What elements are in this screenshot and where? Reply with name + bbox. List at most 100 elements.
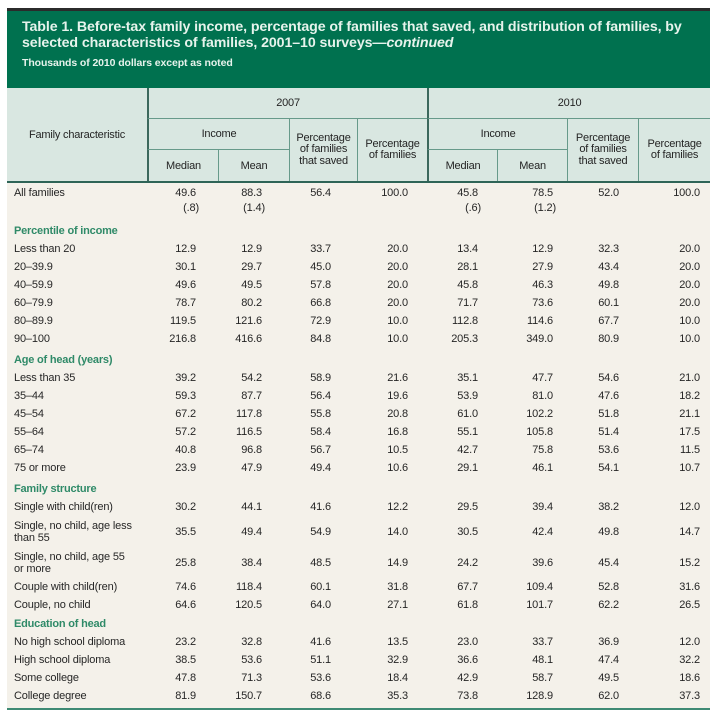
cell-value: 35.5	[175, 525, 196, 538]
cell-value: 46.3	[532, 279, 553, 291]
row-label: High school diploma	[14, 654, 111, 666]
cell-value: 39.6	[532, 556, 553, 569]
cell-value: 45.4	[598, 556, 619, 569]
row-label: 20–39.9	[14, 261, 53, 273]
cell-value: 38.5	[175, 654, 196, 666]
cell-value: 42.9	[457, 672, 478, 684]
cell-value: 20.0	[387, 243, 408, 255]
cell-value: 52.0	[598, 186, 619, 199]
cell-value: 27.9	[532, 261, 553, 273]
row-label: 75 or more	[14, 462, 66, 474]
cell-value: 35.3	[387, 690, 408, 702]
header-median-2010: Median	[427, 150, 497, 181]
section-label: Family structure	[14, 483, 97, 495]
cell-value: 32.8	[241, 636, 262, 648]
section-row: Age of head (years)	[7, 348, 710, 369]
header-mean-2007: Mean	[218, 150, 289, 181]
cell-value	[567, 202, 638, 219]
cell-value: 42.7	[457, 444, 478, 456]
cell-value: 49.5	[598, 672, 619, 684]
cell-value: 23.2	[175, 636, 196, 648]
row-label: 55–64	[14, 426, 44, 438]
cell-value: 12.0	[679, 501, 700, 513]
table-row: 80–89.9 119.5 121.6 72.9 10.0 112.8 114.6 67.7 1…	[7, 312, 710, 330]
cell-value: 205.3	[451, 333, 478, 345]
table-row: 45–54 67.2 117.8 55.8 20.8 61.0 102.2 51.8 21.1	[7, 405, 710, 423]
table-row: Less than 20 12.9 12.9 33.7 20.0 13.4 12.9 32.3…	[7, 240, 710, 258]
cell-value: 38.4	[241, 556, 262, 569]
row-label: 80–89.9	[14, 315, 53, 327]
table-row: 40–59.9 49.6 49.5 57.8 20.0 45.8 46.3 49.8 20.0	[7, 276, 710, 294]
cell-value: 28.1	[457, 261, 478, 273]
cell-value: 32.2	[679, 654, 700, 666]
row-label: Single, no child, age less than 55	[14, 519, 132, 544]
cell-value: 87.7	[241, 390, 262, 402]
cell-value: 53.9	[457, 390, 478, 402]
cell-value: 32.9	[387, 654, 408, 666]
table-row: Less than 35 39.2 54.2 58.9 21.6 35.1 47.7 54.6…	[7, 369, 710, 387]
cell-value: 84.8	[310, 333, 331, 345]
header-pct-saved-2007: Percentage of families that saved	[289, 119, 357, 181]
cell-value: 54.6	[598, 372, 619, 384]
cell-value: 24.2	[457, 556, 478, 569]
cell-value: 416.6	[235, 333, 262, 345]
cell-value: 53.6	[598, 444, 619, 456]
cell-value: 23.0	[457, 636, 478, 648]
cell-value: 150.7	[235, 690, 262, 702]
cell-value: 36.9	[598, 636, 619, 648]
table-row: 55–64 57.2 116.5 58.4 16.8 55.1 105.8 51.4 17.5	[7, 423, 710, 441]
header-year-2007: 2007	[147, 88, 428, 119]
cell-value: 51.8	[598, 408, 619, 420]
row-label: Less than 20	[14, 243, 76, 255]
table-row: 90–100 216.8 416.6 84.8 10.0 205.3 349.0 80.9 10…	[7, 330, 710, 348]
cell-value: 61.0	[457, 408, 478, 420]
table-row: Couple with child(ren) 74.6 118.4 60.1 31.8 6…	[7, 578, 710, 596]
cell-value: 66.8	[310, 297, 331, 309]
cell-value: 38.2	[598, 501, 619, 513]
cell-value: 39.4	[532, 501, 553, 513]
cell-value: 47.7	[532, 372, 553, 384]
table-row: Single with child(ren) 30.2 44.1 41.6 12.2 29…	[7, 498, 710, 516]
table-title-line2: selected characteristics of families, 20…	[22, 35, 454, 51]
cell-value: 10.0	[679, 333, 700, 345]
cell-value: 96.8	[241, 444, 262, 456]
cell-value: 12.9	[241, 243, 262, 255]
continued-label: continued	[386, 35, 454, 51]
cell-value: 43.4	[598, 261, 619, 273]
section-label: Education of head	[14, 618, 106, 630]
cell-value: 18.6	[679, 672, 700, 684]
cell-value: 68.6	[310, 690, 331, 702]
row-label: 40–59.9	[14, 279, 53, 291]
cell-value: 78.5	[532, 186, 553, 199]
cell-value: 121.6	[235, 315, 262, 327]
statistical-table: Table 1. Before-tax family income, perce…	[7, 8, 711, 710]
cell-value: 62.0	[598, 690, 619, 702]
cell-value: 49.4	[310, 462, 331, 474]
cell-value: 52.8	[598, 581, 619, 593]
header-income-2010: Income	[427, 119, 568, 150]
cell-value: (1.4)	[243, 202, 265, 214]
row-label: 65–74	[14, 444, 44, 456]
cell-value: 54.9	[310, 525, 331, 538]
cell-value: 42.4	[532, 525, 553, 538]
cell-value: 55.1	[457, 426, 478, 438]
cell-value: 71.7	[457, 297, 478, 309]
cell-value: 120.5	[235, 599, 262, 611]
cell-value: 11.5	[680, 444, 700, 456]
cell-value: 349.0	[526, 333, 553, 345]
cell-value: 20.0	[679, 279, 700, 291]
cell-value: 14.9	[387, 556, 408, 569]
cell-value: 53.6	[310, 672, 331, 684]
section-row: Percentile of income	[7, 219, 710, 240]
table-row: 60–79.9 78.7 80.2 66.8 20.0 71.7 73.6 60.1 20.0	[7, 294, 710, 312]
section-row: Family structure	[7, 477, 710, 498]
table-row: (.8) (1.4) (.6) (1.2)	[7, 202, 710, 219]
cell-value: 21.0	[679, 372, 700, 384]
section-label: Age of head (years)	[14, 354, 113, 366]
cell-value: 12.2	[387, 501, 408, 513]
cell-value: 72.9	[310, 315, 331, 327]
cell-value: 13.5	[387, 636, 408, 648]
cell-value: 41.6	[310, 501, 331, 513]
cell-value: 101.7	[526, 599, 553, 611]
cell-value: 36.6	[457, 654, 478, 666]
